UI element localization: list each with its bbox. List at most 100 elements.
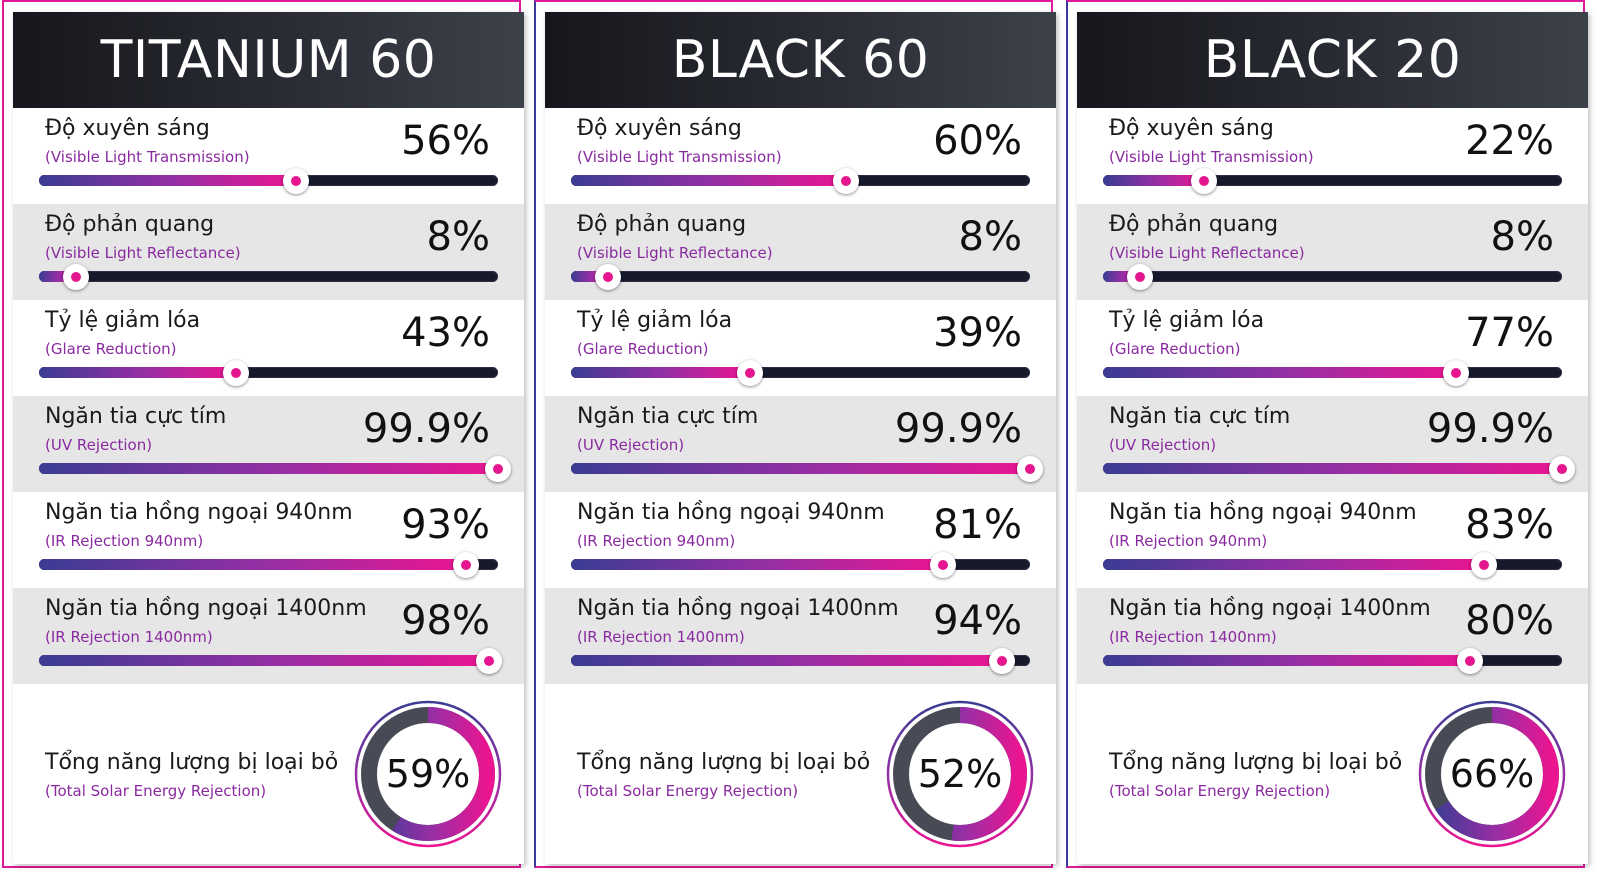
donut-value: 52%: [917, 752, 1003, 796]
donut-center: [378, 724, 478, 824]
metric-label: Độ xuyên sáng: [45, 116, 210, 141]
level-bar-knob: [1443, 359, 1470, 386]
metric-label: Tỷ lệ giảm lóa: [1109, 308, 1265, 333]
metric-value: 56%: [401, 118, 490, 164]
level-bar-knob: [1190, 167, 1217, 194]
product-card: BLACK 60 Độ xuyên sáng (Visible Light Tr…: [545, 12, 1056, 864]
metric-value: 77%: [1465, 310, 1554, 356]
metric-row-uv-rejection: Ngăn tia cực tím (UV Rejection) 99.9%: [1077, 396, 1588, 492]
level-bar-fill: [39, 271, 76, 282]
metric-label: Ngăn tia hồng ngoại 1400nm: [45, 596, 367, 621]
donut-outer-ring: [1418, 700, 1566, 848]
donut-gauge: 59%: [353, 699, 503, 849]
metric-row-ir-rejection-940nm: Ngăn tia hồng ngoại 940nm (IR Rejection …: [545, 492, 1056, 588]
product-panel-black-60: BLACK 60 Độ xuyên sáng (Visible Light Tr…: [534, 0, 1056, 868]
metric-sublabel: (IR Rejection 1400nm): [45, 628, 213, 646]
metric-value: 81%: [933, 502, 1022, 548]
metric-row-uv-rejection: Ngăn tia cực tím (UV Rejection) 99.9%: [545, 396, 1056, 492]
metric-sublabel: (Glare Reduction): [577, 340, 709, 358]
level-bar-fill: [1103, 655, 1471, 666]
metric-sublabel: (IR Rejection 1400nm): [577, 628, 745, 646]
total-label: Tổng năng lượng bị loại bỏ: [577, 750, 871, 775]
level-bar: [1103, 455, 1575, 482]
metric-row-glare-reduction: Tỷ lệ giảm lóa (Glare Reduction) 39%: [545, 300, 1056, 396]
level-bar-fill: [1103, 367, 1457, 378]
level-bar-knob: [1016, 455, 1043, 482]
level-bar-fill: [571, 463, 1030, 474]
level-bar-knob: [283, 167, 310, 194]
metric-row-glare-reduction: Tỷ lệ giảm lóa (Glare Reduction) 77%: [1077, 300, 1588, 396]
level-bar: [1103, 551, 1562, 578]
level-bar-knob: [1457, 647, 1484, 674]
level-bar: [1103, 647, 1562, 674]
level-bar: [571, 359, 1030, 386]
level-bar-fill: [39, 559, 466, 570]
total-solar-energy-rejection: Tổng năng lượng bị loại bỏ (Total Solar …: [13, 684, 524, 864]
metric-sublabel: (IR Rejection 1400nm): [1109, 628, 1277, 646]
metric-row-visible-light-reflectance: Độ phản quang (Visible Light Reflectance…: [1077, 204, 1588, 300]
card-title: BLACK 20: [1203, 30, 1462, 90]
level-bar-fill: [571, 271, 608, 282]
donut-outer-ring: [354, 700, 502, 848]
metric-label: Ngăn tia hồng ngoại 940nm: [45, 500, 353, 525]
level-bar-knob: [62, 263, 89, 290]
metric-row-ir-rejection-940nm: Ngăn tia hồng ngoại 940nm (IR Rejection …: [13, 492, 524, 588]
donut-gauge: 66%: [1417, 699, 1567, 849]
donut-value: 59%: [385, 752, 471, 796]
metric-value: 22%: [1465, 118, 1554, 164]
total-sublabel: (Total Solar Energy Rejection): [45, 782, 267, 800]
metric-label: Độ xuyên sáng: [1109, 116, 1274, 141]
level-bar-knob: [452, 551, 479, 578]
metric-label: Độ phản quang: [1109, 212, 1279, 237]
donut-gauge-graphic: [354, 700, 502, 848]
metric-label: Ngăn tia hồng ngoại 940nm: [1109, 500, 1417, 525]
level-bar-knob: [737, 359, 763, 386]
level-bar-fill: [1103, 271, 1140, 282]
metric-sublabel: (Glare Reduction): [1109, 340, 1241, 358]
metric-sublabel: (IR Rejection 940nm): [1109, 532, 1268, 550]
level-bar: [39, 455, 511, 482]
product-panel-titanium-60: TITANIUM 60 Độ xuyên sáng (Visible Light…: [2, 0, 524, 868]
total-solar-energy-rejection: Tổng năng lượng bị loại bỏ (Total Solar …: [545, 684, 1056, 864]
metric-label: Ngăn tia hồng ngoại 940nm: [577, 500, 885, 525]
level-bar: [1103, 167, 1562, 194]
total-sublabel: (Total Solar Energy Rejection): [577, 782, 799, 800]
donut-center: [1442, 724, 1542, 824]
level-bar-fill: [39, 463, 498, 474]
metric-value: 8%: [426, 214, 490, 260]
metric-value: 83%: [1465, 502, 1554, 548]
donut-value-arc: [361, 707, 495, 841]
metric-label: Ngăn tia cực tím: [45, 404, 227, 429]
product-card: BLACK 20 Độ xuyên sáng (Visible Light Tr…: [1077, 12, 1588, 864]
card-title: BLACK 60: [671, 30, 930, 90]
metric-value: 39%: [933, 310, 1022, 356]
level-bar: [39, 359, 498, 386]
card-header: TITANIUM 60: [13, 12, 524, 108]
metric-sublabel: (UV Rejection): [577, 436, 685, 454]
metric-value: 94%: [933, 598, 1022, 644]
metric-label: Tỷ lệ giảm lóa: [577, 308, 733, 333]
level-bar-fill: [39, 655, 489, 666]
level-bar-knob: [594, 263, 621, 290]
level-bar-fill: [571, 559, 943, 570]
donut-gauge-graphic: [886, 700, 1034, 848]
metric-label: Tỷ lệ giảm lóa: [45, 308, 201, 333]
metric-value: 80%: [1465, 598, 1554, 644]
card-title: TITANIUM 60: [100, 30, 437, 90]
donut-gauge-graphic: [1418, 700, 1566, 848]
total-solar-energy-rejection: Tổng năng lượng bị loại bỏ (Total Solar …: [1077, 684, 1588, 864]
metric-row-visible-light-transmission: Độ xuyên sáng (Visible Light Transmissio…: [545, 108, 1056, 204]
product-panel-black-20: BLACK 20 Độ xuyên sáng (Visible Light Tr…: [1066, 0, 1588, 868]
level-bar-fill: [1103, 463, 1562, 474]
level-bar-fill: [39, 175, 297, 186]
level-bar-fill: [1103, 559, 1484, 570]
level-bar: [39, 551, 498, 578]
metric-sublabel: (UV Rejection): [45, 436, 153, 454]
metric-row-ir-rejection-940nm: Ngăn tia hồng ngoại 940nm (IR Rejection …: [1077, 492, 1588, 588]
level-bar: [571, 551, 1030, 578]
metric-value: 99.9%: [1426, 406, 1554, 452]
metric-value: 99.9%: [362, 406, 490, 452]
donut-value: 66%: [1449, 752, 1535, 796]
level-bar-fill: [571, 655, 1003, 666]
metric-value: 60%: [933, 118, 1022, 164]
